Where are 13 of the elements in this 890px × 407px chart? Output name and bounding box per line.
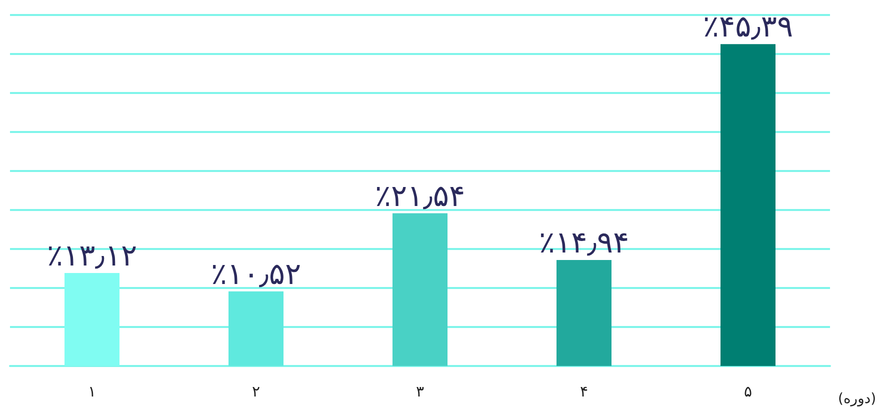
data-label: ٪۴۵٫۳۹ (702, 10, 794, 45)
x-axis-title: (دوره) (838, 391, 876, 407)
x-tick-label: ۲ (252, 382, 260, 400)
data-label: ٪۱۰٫۵۲ (210, 256, 302, 292)
data-label: ٪۲۱٫۵۴ (374, 178, 466, 214)
bar (720, 44, 776, 366)
x-tick-label: ۴ (580, 382, 588, 400)
bar (392, 213, 448, 366)
x-tick-label: ۵ (744, 382, 752, 400)
bar (556, 260, 612, 366)
x-tick-label: ۳ (416, 382, 424, 400)
x-tick-label: ۱ (88, 382, 96, 400)
bar (228, 291, 284, 366)
